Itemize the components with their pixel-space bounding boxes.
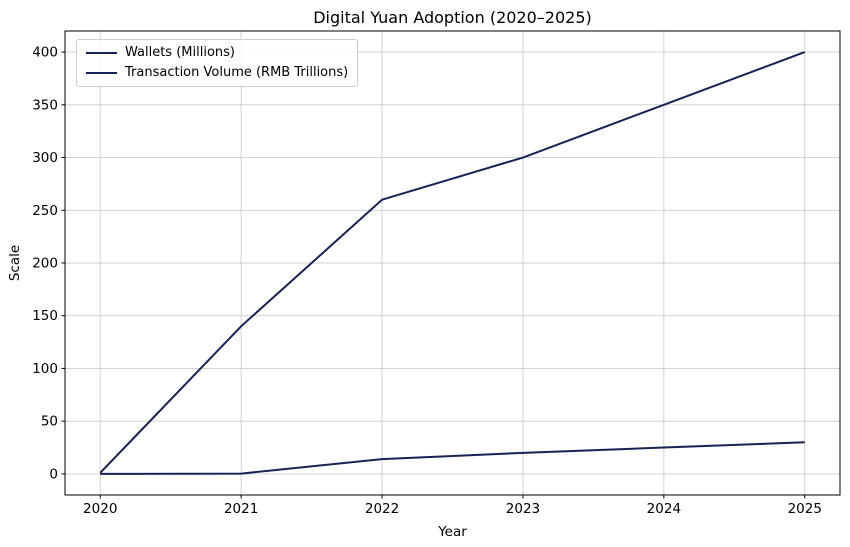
y-tick-label: 300 [32, 150, 58, 166]
y-tick-label: 250 [32, 203, 58, 219]
x-tick-label: 2024 [647, 501, 681, 517]
transaction-volume-line-swatch-icon [86, 71, 117, 74]
legend-label-wallets: Wallets (Millions) [125, 45, 235, 60]
y-tick-label: 350 [32, 97, 58, 113]
legend-label-transaction-volume: Transaction Volume (RMB Trillions) [125, 65, 349, 80]
chart-title: Digital Yuan Adoption (2020–2025) [313, 8, 592, 27]
y-tick-label: 200 [32, 256, 58, 272]
legend: Wallets (Millions) Transaction Volume (R… [76, 39, 359, 87]
y-tick-label: 0 [49, 466, 58, 482]
series-line-0 [99, 51, 806, 474]
x-tick-label: 2020 [83, 501, 117, 517]
y-tick-label: 50 [41, 414, 58, 430]
x-tick-label: 2021 [224, 501, 258, 517]
y-tick-label: 150 [32, 308, 58, 324]
y-tick-label: 400 [32, 45, 58, 61]
x-tick-label: 2022 [365, 501, 399, 517]
legend-item-transaction-volume: Transaction Volume (RMB Trillions) [86, 65, 348, 80]
y-tick-label: 100 [32, 361, 58, 377]
wallets-line-swatch-icon [86, 51, 117, 54]
series-line-1 [100, 441, 805, 475]
legend-item-wallets: Wallets (Millions) [86, 45, 348, 60]
x-tick-label: 2023 [506, 501, 540, 517]
x-axis-label: Year [438, 524, 467, 540]
x-tick-label: 2025 [788, 501, 822, 517]
